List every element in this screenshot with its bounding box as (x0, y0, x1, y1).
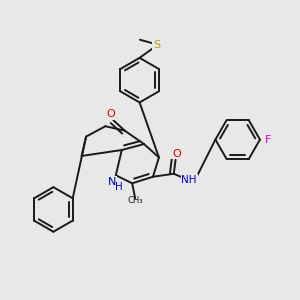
Text: O: O (106, 109, 115, 119)
Text: F: F (265, 135, 272, 145)
Text: N: N (108, 177, 116, 187)
Text: CH₃: CH₃ (128, 196, 143, 205)
Text: H: H (115, 182, 123, 192)
Text: NH: NH (182, 175, 197, 185)
Text: O: O (172, 148, 181, 159)
Text: S: S (153, 40, 161, 50)
